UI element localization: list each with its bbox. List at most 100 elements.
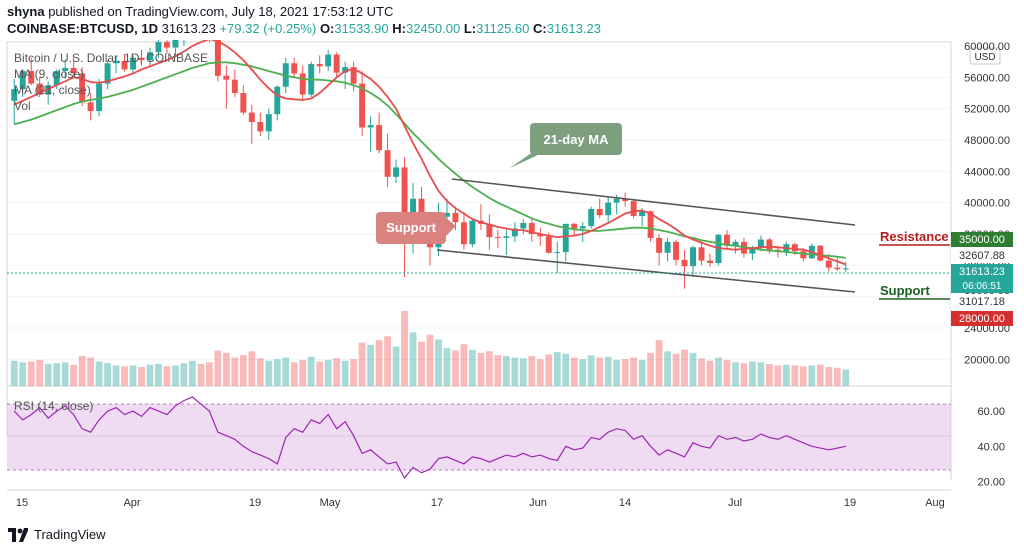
resistance-badge: [951, 232, 1013, 247]
candle-body: [130, 57, 136, 70]
candle-body: [630, 201, 637, 216]
volume-bar: [61, 362, 69, 386]
candle-body: [647, 211, 654, 238]
candle-body: [596, 208, 603, 216]
ma21-line: [13, 61, 846, 259]
last-price-badge: [951, 264, 1013, 293]
volume-bar: [638, 359, 646, 386]
volume-bar: [231, 357, 239, 386]
volume-bar: [604, 356, 612, 386]
candle-body: [800, 251, 807, 259]
ma-callout-text: 21-day MA: [543, 132, 609, 147]
candle-body: [367, 125, 374, 128]
legend-ma21: MA (21, close): [14, 83, 91, 97]
volume-bar: [698, 358, 705, 386]
candle-body: [342, 67, 349, 73]
candle-body: [656, 237, 663, 253]
time-tick: 19: [844, 497, 856, 509]
price-change: +79.32 (+0.25%): [219, 21, 317, 36]
volume-bar: [672, 353, 680, 386]
candle-body: [825, 260, 832, 268]
candle-body: [223, 75, 230, 80]
time-tick: 15: [16, 497, 28, 509]
candle-body: [562, 223, 569, 253]
candle-body: [520, 223, 527, 229]
volume-bar: [791, 365, 799, 386]
candle-body: [248, 112, 255, 122]
volume-bar: [732, 362, 739, 386]
moving-averages: [13, 40, 847, 266]
volume-bar: [299, 359, 307, 386]
time-tick: Jul: [728, 497, 742, 509]
volume-bar: [774, 365, 782, 386]
time-tick: 14: [619, 497, 631, 509]
support-badge: [951, 311, 1013, 326]
volume-bars: [10, 311, 850, 386]
ma21-badge-text: 32607.88: [959, 250, 1005, 262]
candle-body: [28, 71, 35, 84]
volume-bar: [579, 359, 587, 386]
candle-body: [325, 54, 332, 67]
high-value: 32450.00: [405, 21, 461, 36]
tradingview-logo[interactable]: TradingView: [8, 527, 106, 542]
candle-body: [240, 93, 247, 113]
volume-bar: [27, 361, 35, 386]
volume-bar: [214, 350, 222, 386]
candle-body: [147, 52, 153, 61]
candle-body: [79, 73, 86, 103]
candle-body: [274, 86, 281, 115]
volume-bar: [155, 363, 162, 386]
ma9-badge: [951, 294, 1013, 309]
candle-body: [384, 150, 391, 177]
candle-body: [291, 63, 298, 74]
grid: [7, 45, 951, 360]
volume-bar: [664, 351, 671, 386]
volume-bar: [350, 359, 358, 386]
volume-bar: [341, 360, 349, 386]
support-callout: Support: [376, 212, 456, 244]
price-tick: 56000.00: [964, 72, 1010, 84]
candle-body: [545, 236, 552, 253]
footer: TradingView: [0, 520, 1024, 551]
volume-bar: [477, 352, 485, 386]
volume-bar: [799, 366, 807, 386]
candle-body: [613, 198, 620, 203]
volume-bar: [511, 357, 519, 386]
volume-bar: [248, 351, 256, 386]
candle-body: [265, 114, 272, 132]
rsi-line: [13, 396, 846, 480]
price-tick: 40000.00: [964, 198, 1010, 210]
volume-bar: [570, 357, 578, 386]
candle-body: [511, 228, 518, 237]
candle-body: [766, 239, 773, 250]
candle-body: [138, 57, 145, 61]
candle-body: [486, 223, 493, 238]
volume-bar: [740, 363, 748, 386]
price-badges: 35000.00 32607.88 31613.23 06:06:51 3101…: [951, 232, 1013, 326]
currency-label: USD: [974, 52, 995, 63]
volume-bar: [290, 362, 298, 386]
publisher-name[interactable]: shyna: [7, 4, 45, 19]
volume-bar: [10, 360, 18, 386]
candle-body: [333, 54, 340, 73]
volume-bar: [613, 359, 621, 386]
low-value: 31125.60: [476, 21, 530, 36]
volume-bar: [621, 359, 629, 386]
rsi-tick: 40.00: [977, 441, 1005, 453]
volume-bar: [180, 363, 188, 386]
candle-body: [36, 83, 43, 95]
candle-body: [503, 236, 510, 238]
volume-bar: [222, 352, 230, 386]
candle-body: [350, 67, 357, 84]
brand-text: TradingView: [34, 527, 106, 542]
candle-body: [842, 268, 849, 270]
time-axis: 15 Apr 19 May 17 Jun 14 Jul 19 Aug: [16, 497, 945, 509]
candle-body: [376, 125, 383, 151]
candle-body: [732, 241, 739, 246]
candle-body: [96, 83, 103, 112]
trading-chart[interactable]: 21-day MA Support Resistance Support Bit…: [0, 40, 1024, 518]
volume-bar: [206, 362, 213, 386]
price-tick: 44000.00: [964, 166, 1010, 178]
time-tick: Apr: [123, 497, 140, 509]
currency-badge[interactable]: [969, 47, 1001, 65]
